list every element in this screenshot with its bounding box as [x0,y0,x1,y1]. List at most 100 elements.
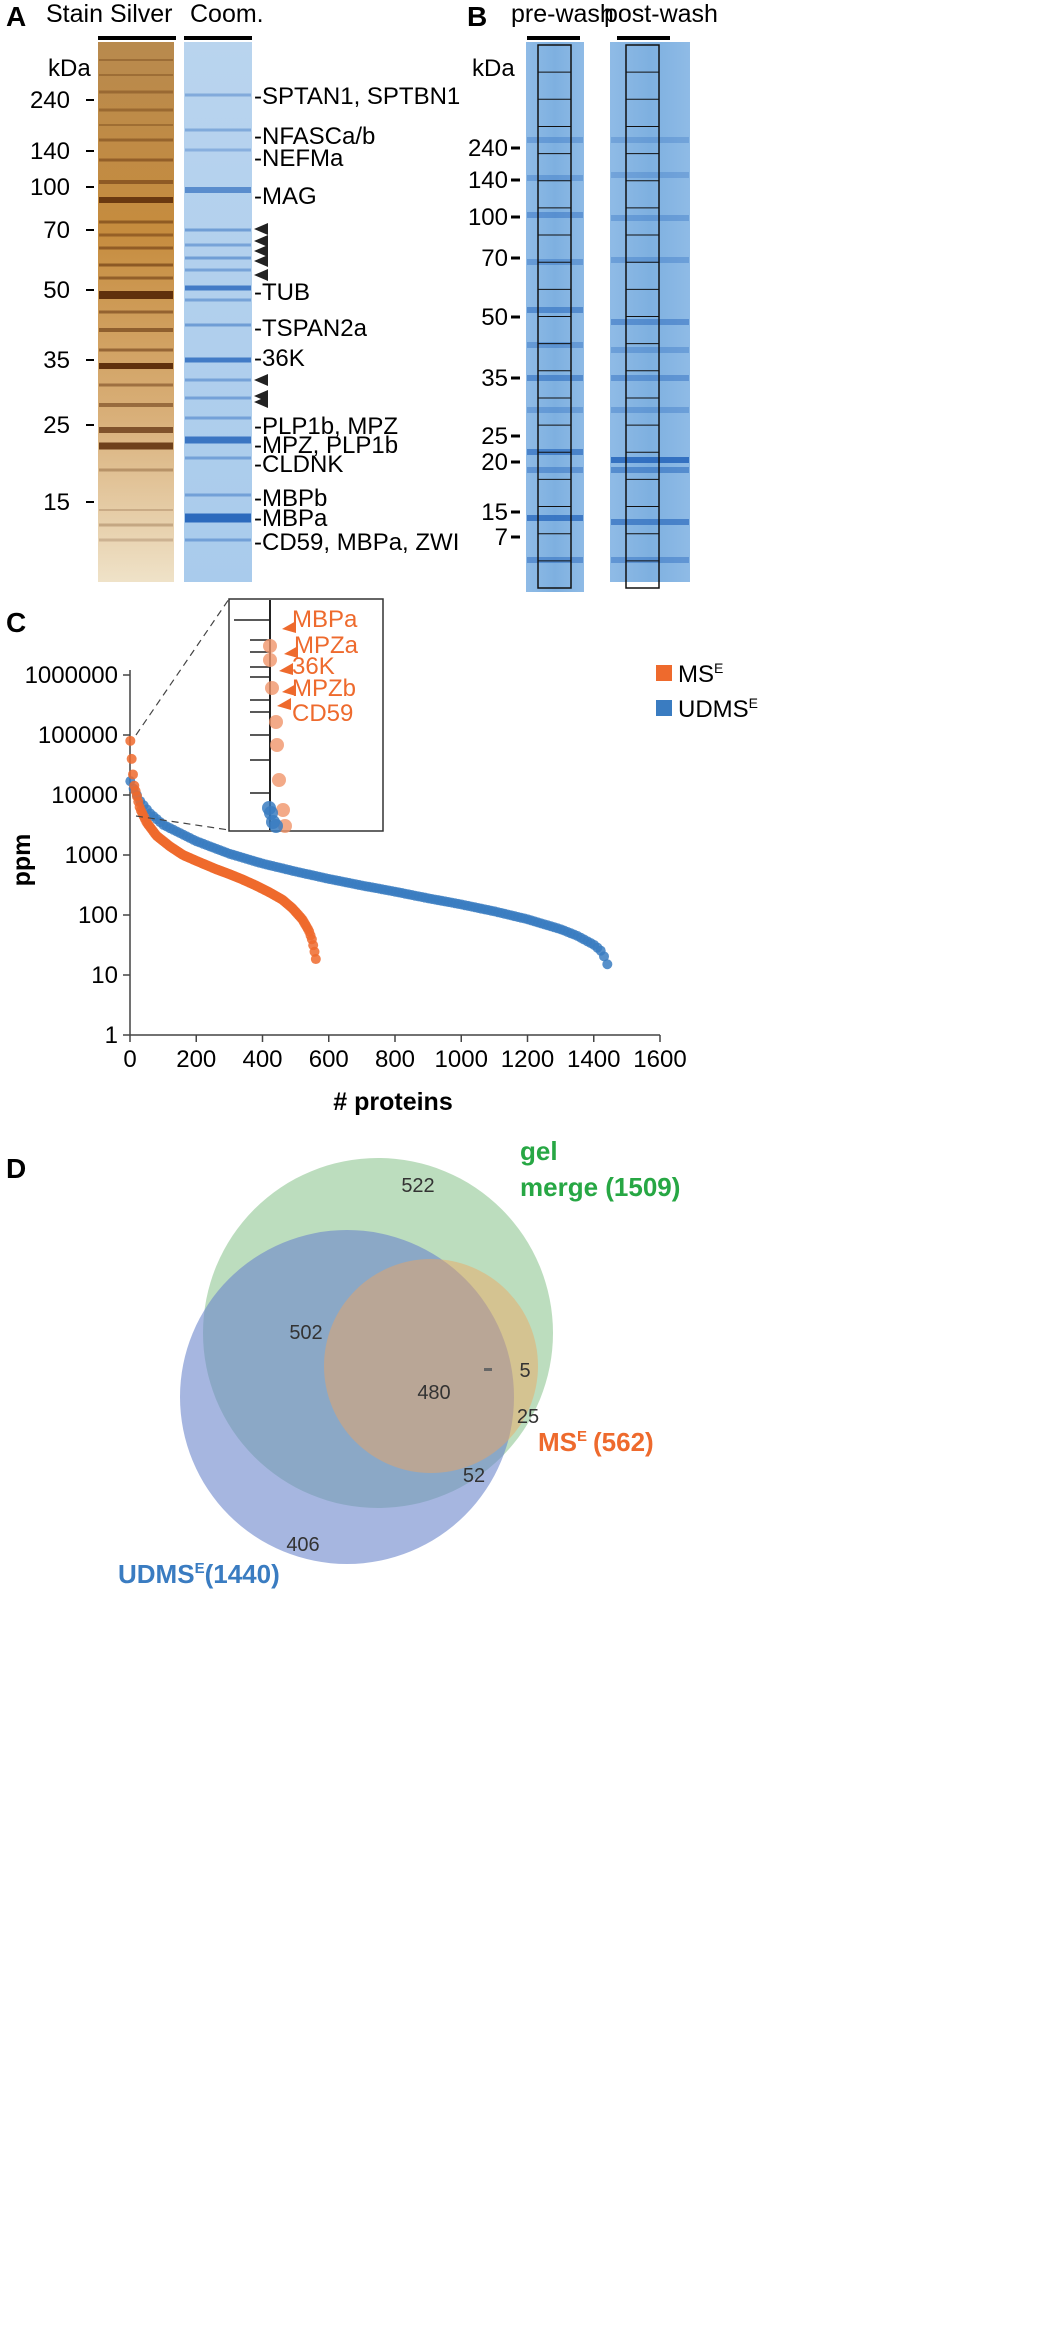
protein-label: -NEFMa [254,145,344,172]
protein-label: -TSPAN2a [254,315,368,342]
coom-band [185,396,251,400]
data-point [127,769,138,780]
x-tick-label: 0 [123,1046,136,1073]
ppm-chart: 1 10 100 1000 10000 100000 1000000 0 200 400 600 80… [25,662,687,1073]
legend-label-udms: UDMSE [678,695,758,723]
silver-band [99,138,173,142]
coom-band [185,416,251,420]
coom-band [185,378,251,382]
mw-label-a: 25 [43,412,70,439]
arrowhead [254,245,268,257]
silver-band [99,59,173,61]
protein-label: -SPTAN1, SPTBN1 [254,83,460,110]
panel-d: D 522 502 480 5 25 52 406 gel merge (150… [6,1136,680,1589]
slice-grids [537,44,660,589]
mw-label-b: 70 [481,245,508,272]
panel-a-letter: A [6,1,26,32]
inset-point-ms [263,653,277,667]
arrowhead [254,396,268,408]
coom-band [185,256,251,260]
venn-label-ms: MSE (562) [538,1427,654,1457]
data-point [126,753,137,764]
coom-band [185,148,251,152]
silver-band [99,291,173,299]
coom-band [185,128,251,132]
region-udms-only: 406 [286,1534,319,1556]
x-tick-label: 1200 [501,1046,554,1073]
y-tick-label: 1000000 [25,662,118,689]
post-wash-band [611,375,689,381]
x-axis-title: # proteins [333,1088,452,1116]
coom-band [185,93,251,97]
data-point [310,954,321,965]
data-point [125,735,136,746]
protein-label: -NFASCa/b [254,123,375,150]
protein-label: -CLDNK [254,451,343,478]
pre-wash-band [527,467,583,473]
mw-label-b: 20 [481,449,508,476]
pre-wash-band [527,342,583,348]
region-all-three: 480 [417,1382,450,1404]
inset-label: MPZb [292,675,356,702]
region-udms-ms: 52 [463,1465,485,1487]
arrowhead [254,374,268,386]
silver-band [99,158,173,162]
panel-d-letter: D [6,1153,26,1184]
silver-band [99,124,173,126]
silver-band [99,348,173,352]
x-tick-label: 1600 [633,1046,686,1073]
inset-label: MPZa [294,632,359,659]
coom-bands [185,93,251,542]
mw-label-b: 35 [481,365,508,392]
silver-band [99,523,173,527]
silver-lane [98,42,174,582]
legend-swatch-udms [656,700,672,716]
coom-band [185,285,251,291]
bands-b [527,137,689,563]
legend-label-ms: MSE [678,660,723,688]
venn-label-gel-count: merge (1509) [520,1172,680,1202]
silver-band [99,220,173,224]
inset-point-ms [263,639,277,653]
protein-label: -MAG [254,183,317,210]
mw-label-b: 140 [468,167,508,194]
coom-band [185,436,251,444]
mw-label-b: 25 [481,423,508,450]
silver-band [99,328,173,332]
pre-wash-header: pre-wash [511,0,614,28]
coom-lane [184,42,252,582]
y-tick-label: 1 [105,1022,118,1049]
coom-header: Coom. [190,0,264,28]
post-wash-header: post-wash [604,0,718,28]
post-wash-band [611,457,689,463]
silver-band [99,108,173,112]
silver-band [99,538,173,542]
protein-label: -PLP1b, MPZ [254,413,398,440]
inset-point-ms [270,738,284,752]
inset-arrow [279,663,293,675]
y-tick-label: 100000 [38,722,118,749]
mw-label-b: 100 [468,204,508,231]
inset-point-ms [265,681,279,695]
inset-connector-top [135,598,230,736]
mw-label-a: 50 [43,277,70,304]
mw-label-b: 240 [468,135,508,162]
y-tick-label: 100 [78,902,118,929]
tiny-region-mark [484,1368,492,1371]
silver-band [99,310,173,314]
panel-c-letter: C [6,607,26,638]
x-tick-label: 400 [242,1046,282,1073]
protein-labels: -SPTAN1, SPTBN1 -NFASCa/b-NEFMa -MAG -TUB -T… [254,83,460,556]
panel-a: A Stain Silver Coom. kDa 240 140 100 70 50 35… [6,0,460,582]
post-wash-band [611,319,689,325]
mw-label-a: 70 [43,217,70,244]
silver-band [99,276,173,280]
pre-wash-band [527,137,583,143]
mw-label-a: 240 [30,87,70,114]
arrowheads [254,223,268,408]
arrowhead [254,255,268,267]
post-wash-band [611,519,689,525]
inset-arrow [284,646,298,658]
silver-header: Silver [110,0,173,28]
